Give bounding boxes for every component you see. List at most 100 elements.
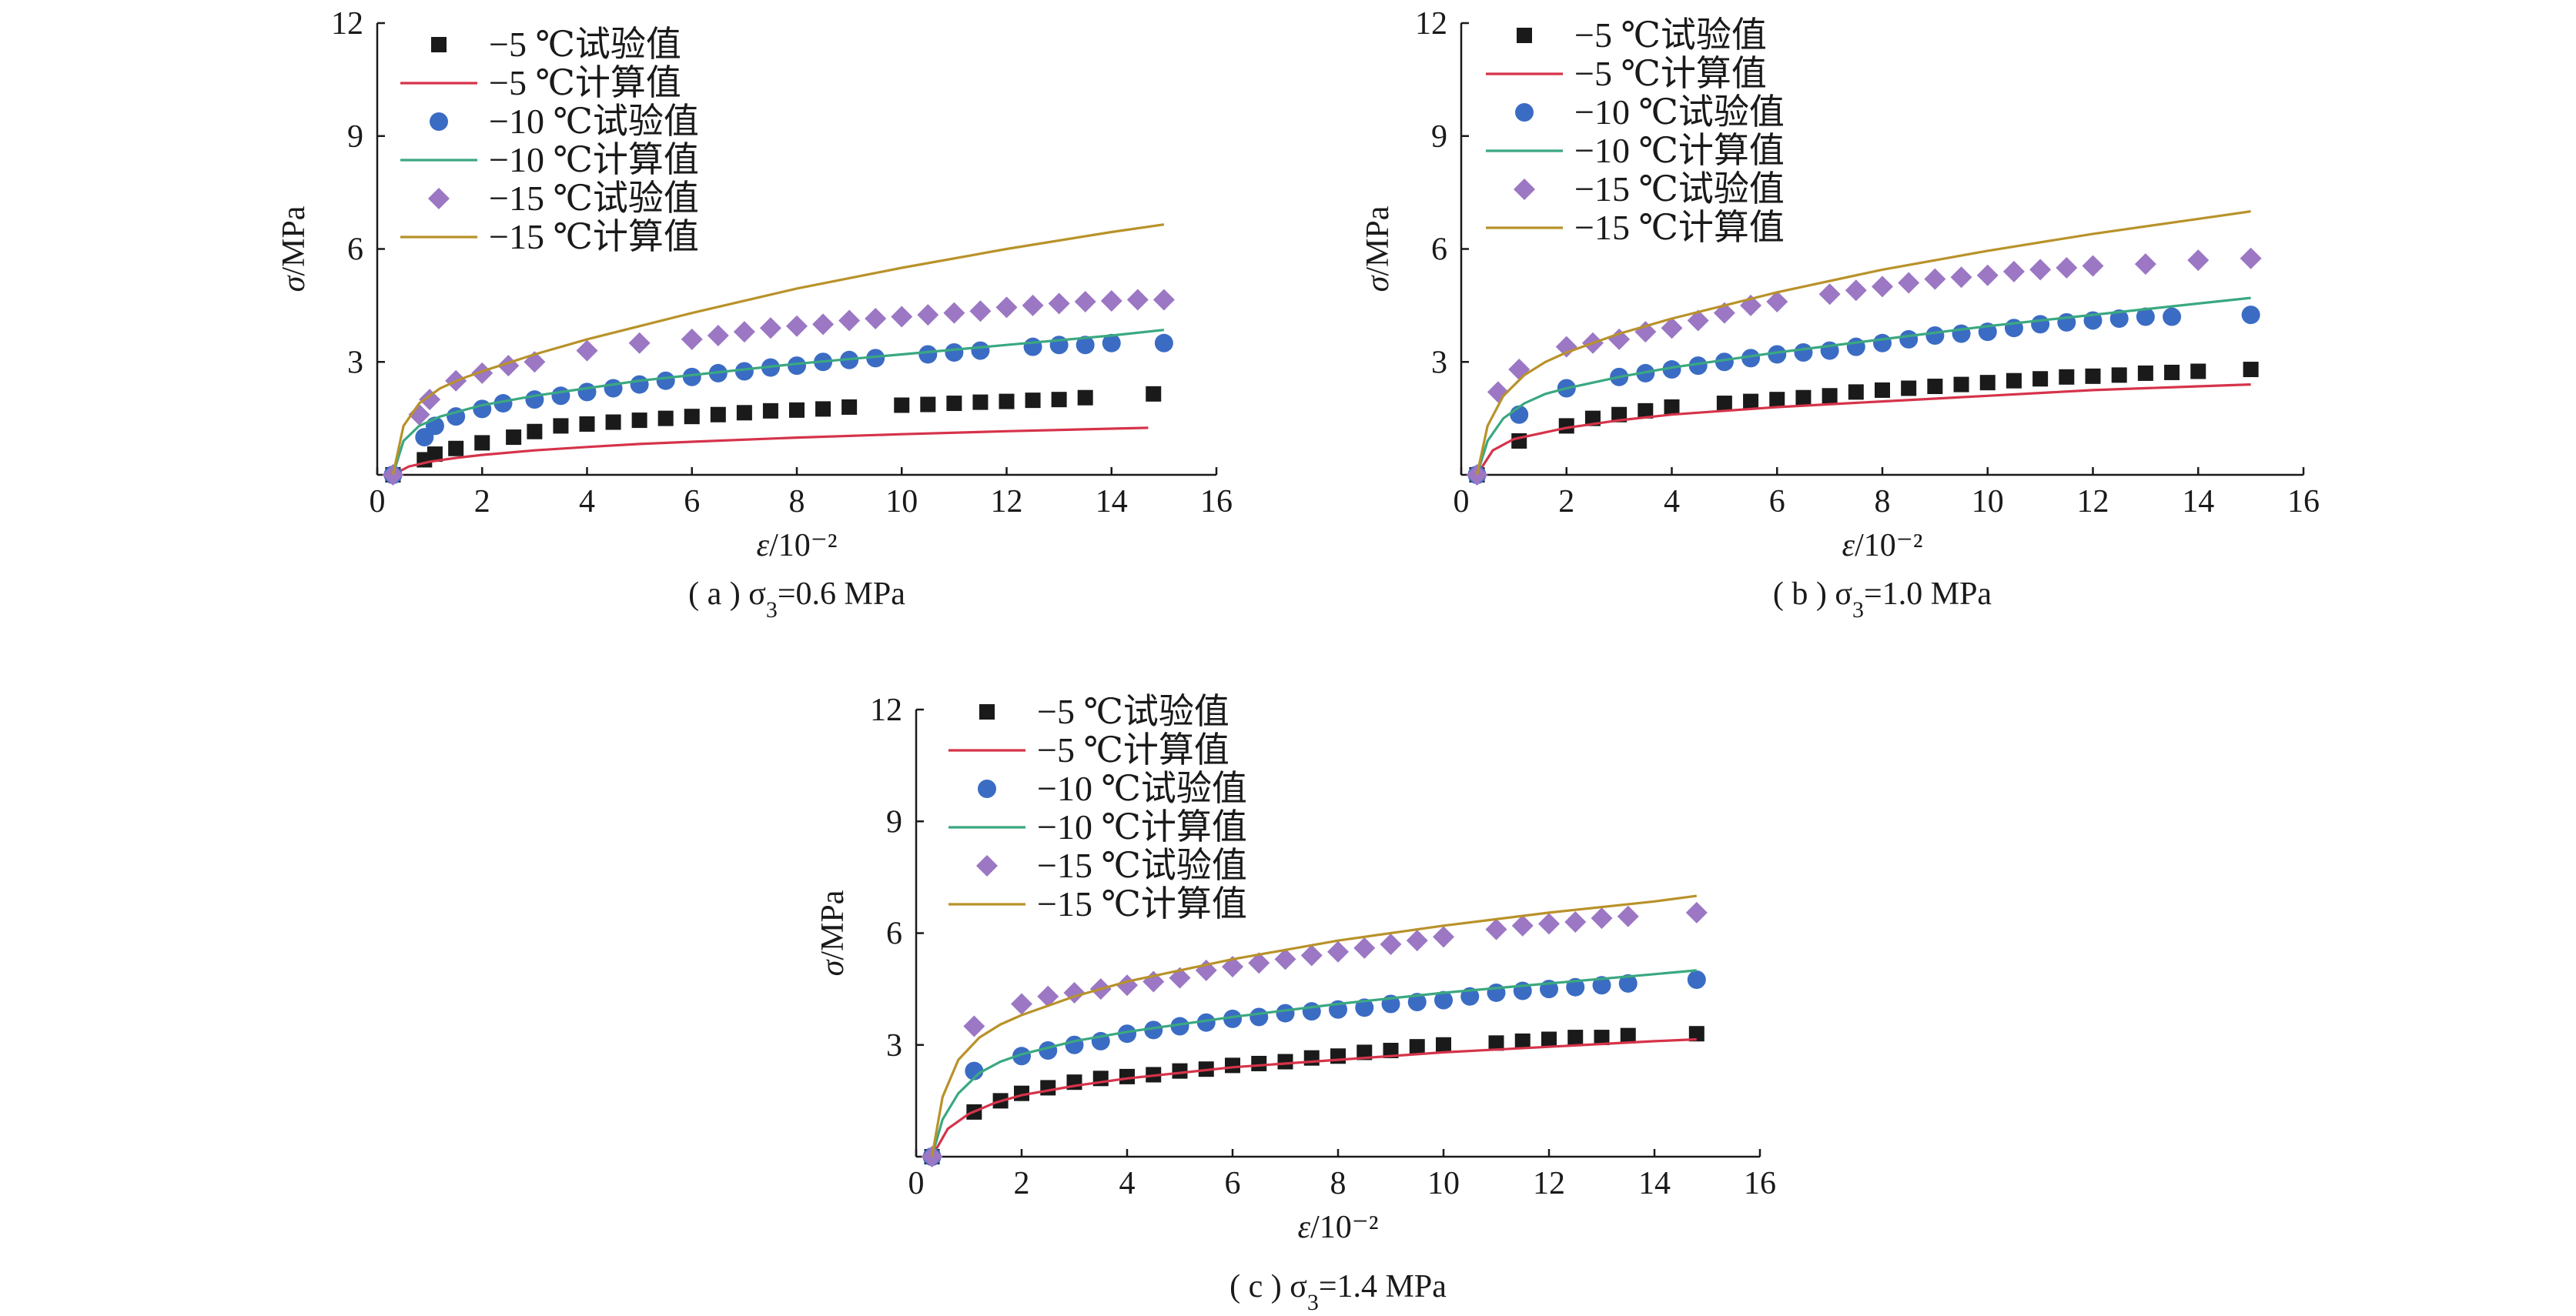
data-point-exp-m5 [736, 405, 752, 421]
data-point-exp-m5 [1688, 1026, 1705, 1042]
panel-c: 0 2 4 6 8 10 12 14 16 3 6 9 12 ε/10⁻² σ/MPa −5 ℃试验值−5 ℃… [815, 692, 1776, 1315]
x-tick-label: 4 [579, 484, 595, 519]
data-point-exp-m15 [786, 315, 808, 337]
data-point-exp-m15 [1564, 910, 1587, 933]
data-point-exp-m15 [471, 362, 493, 384]
data-point-exp-m10 [1012, 1047, 1031, 1066]
data-point-exp-m5 [1330, 1048, 1346, 1064]
data-point-exp-m10 [2031, 315, 2050, 334]
x-tick-label: 0 [370, 484, 386, 519]
data-point-exp-m15 [1485, 918, 1507, 940]
series-line-calc-m5 [392, 426, 1149, 476]
legend-label: −15 ℃计算值 [1037, 884, 1247, 924]
data-point-exp-m15 [1687, 309, 1709, 332]
legend-label: −5 ℃试验值 [1037, 692, 1229, 731]
y-tick-label: 9 [1431, 119, 1447, 155]
y-tick-label: 9 [886, 804, 902, 840]
data-point-exp-m15 [1591, 907, 1613, 930]
data-point-exp-m10 [656, 371, 675, 390]
data-point-exp-m10 [1846, 337, 1865, 356]
data-point-exp-m5 [2006, 372, 2022, 389]
data-point-exp-m5 [1594, 1030, 1610, 1046]
data-point-exp-m15 [1538, 913, 1560, 935]
panel-caption: ( b ) σ3=1.0 MPa [1773, 576, 1992, 623]
data-point-exp-m10 [551, 386, 570, 406]
y-axis-title: σ/MPa [1360, 205, 1396, 292]
data-point-exp-m10 [1925, 326, 1945, 346]
data-point-exp-m15 [1248, 952, 1270, 974]
data-point-exp-m10 [1687, 970, 1706, 990]
data-point-exp-m5 [1638, 402, 1654, 419]
data-point-exp-m15 [1037, 985, 1059, 1007]
legend-label: −10 ℃试验值 [489, 102, 699, 141]
data-point-exp-m10 [1118, 1024, 1136, 1044]
data-point-exp-m15 [1872, 276, 1893, 298]
data-point-exp-m10 [682, 367, 701, 386]
legend-label: −10 ℃计算值 [1574, 131, 1785, 170]
data-point-exp-m15 [1976, 264, 1999, 286]
data-point-exp-m15 [1433, 926, 1454, 948]
series-line-calc-m10 [391, 329, 1165, 476]
data-point-exp-m5 [1277, 1054, 1293, 1070]
data-point-exp-m10 [1618, 974, 1638, 993]
legend-label: −5 ℃计算值 [1037, 730, 1229, 770]
data-point-exp-m5 [1025, 392, 1041, 409]
data-point-exp-m5 [1979, 375, 1996, 391]
data-point-exp-m5 [1225, 1057, 1240, 1074]
data-point-exp-m15 [1634, 321, 1657, 343]
legend-label: −15 ℃试验值 [1574, 169, 1785, 209]
data-point-exp-m15 [2029, 259, 2052, 281]
x-tick-label: 16 [1744, 1166, 1776, 1201]
y-tick-label: 9 [347, 119, 363, 155]
data-point-exp-m15 [2187, 249, 2210, 272]
data-point-exp-m10 [577, 382, 597, 402]
x-tick-label: 14 [2182, 484, 2214, 519]
data-point-exp-m15 [1116, 974, 1138, 997]
y-axis-title: σ/MPa [815, 890, 851, 976]
data-point-exp-m5 [1795, 389, 1812, 406]
data-point-exp-m5 [1822, 388, 1838, 404]
legend-swatch-marker [978, 780, 996, 798]
x-tick-label: 10 [885, 484, 918, 519]
legend-label: −10 ℃计算值 [1037, 807, 1247, 847]
data-point-exp-m10 [1196, 1013, 1216, 1032]
data-point-exp-m15 [2056, 256, 2078, 279]
data-point-exp-m15 [1555, 336, 1577, 358]
x-tick-label: 10 [1972, 484, 2004, 519]
x-axis-title: ε/10⁻² [757, 528, 838, 563]
legend-label: −5 ℃计算值 [489, 63, 681, 102]
data-point-exp-m10 [1487, 983, 1506, 1002]
data-point-exp-m15 [681, 328, 703, 350]
y-tick-label: 3 [1431, 345, 1447, 380]
legend-label: −10 ℃试验值 [1574, 92, 1785, 132]
x-tick-label: 12 [1533, 1166, 1565, 1201]
data-point-exp-m15 [2002, 260, 2025, 282]
data-point-exp-m5 [1584, 410, 1601, 426]
y-tick-label: 6 [1431, 232, 1447, 268]
data-point-exp-m5 [657, 410, 674, 426]
x-tick-label: 10 [1427, 1166, 1460, 1201]
data-point-exp-m15 [1353, 937, 1376, 959]
x-tick-label: 4 [1119, 1166, 1136, 1201]
data-point-exp-m5 [684, 409, 700, 425]
data-point-exp-m5 [2085, 368, 2101, 384]
x-tick-label: 8 [789, 484, 805, 519]
data-point-exp-m5 [789, 402, 805, 418]
data-point-exp-m5 [1927, 379, 1943, 395]
legend-label: −15 ℃计算值 [489, 217, 699, 256]
data-point-exp-m10 [1144, 1020, 1163, 1040]
legend-label: −5 ℃试验值 [1574, 15, 1767, 55]
data-point-exp-m10 [1276, 1004, 1295, 1023]
data-point-exp-m15 [1898, 272, 1920, 294]
data-point-exp-m5 [474, 435, 490, 451]
legend-label: −5 ℃计算值 [1574, 54, 1767, 93]
x-tick-label: 6 [1769, 484, 1785, 519]
data-point-exp-m5 [1514, 1033, 1531, 1049]
data-point-exp-m15 [1511, 914, 1534, 937]
legend-label: −10 ℃计算值 [489, 140, 699, 179]
data-point-exp-m10 [1154, 333, 1173, 352]
data-point-exp-m15 [1924, 268, 1946, 290]
legend-swatch-marker [979, 704, 995, 720]
x-tick-label: 6 [1225, 1166, 1241, 1201]
